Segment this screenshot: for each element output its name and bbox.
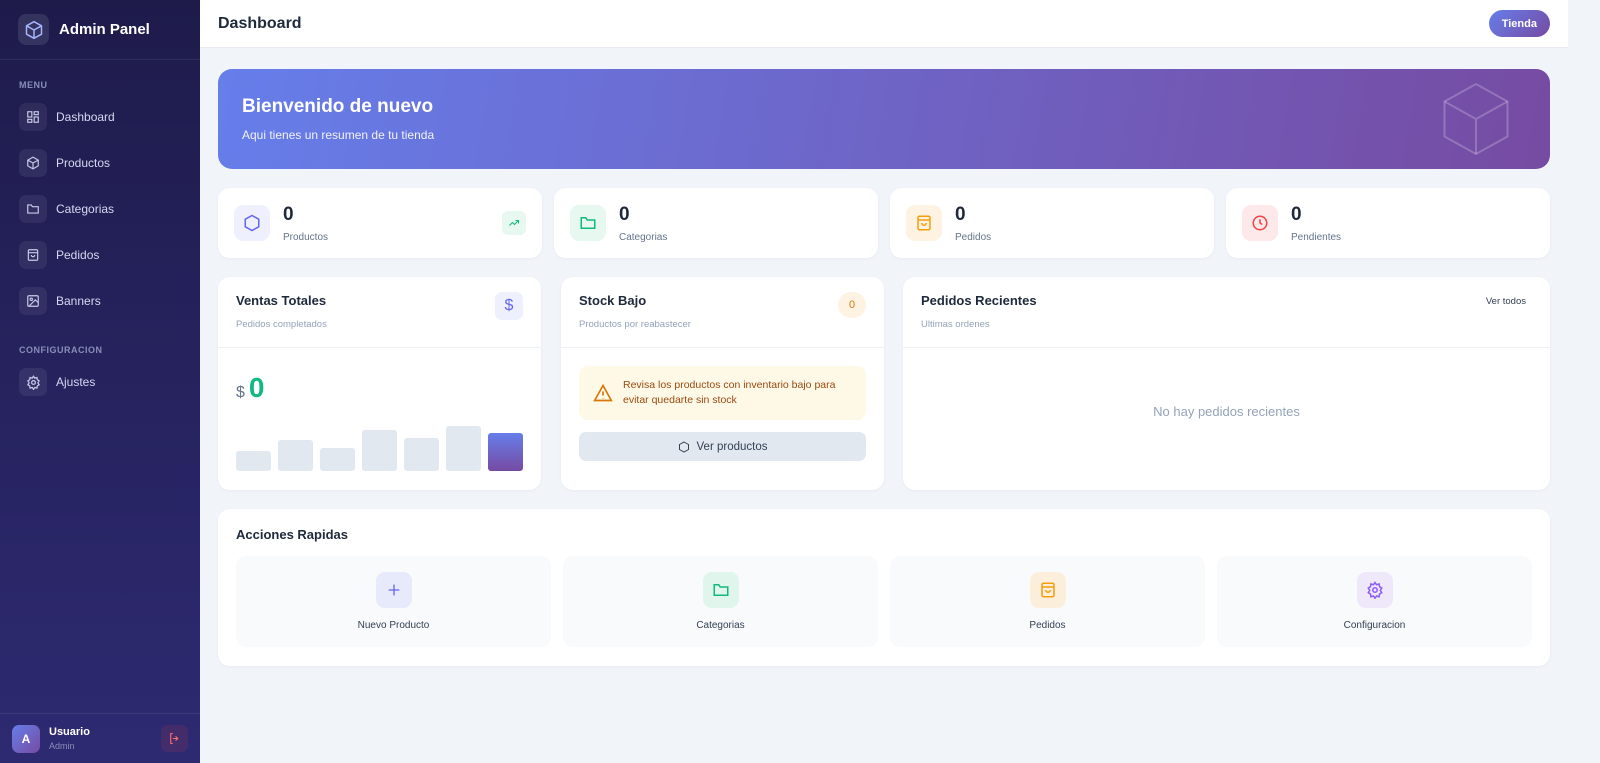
low-stock-card: Stock Bajo Productos por reabastecer 0 Re… bbox=[561, 277, 884, 490]
logout-button[interactable] bbox=[161, 725, 188, 752]
sales-bars bbox=[236, 426, 523, 471]
trending-up-icon bbox=[502, 211, 526, 235]
box-icon bbox=[19, 149, 47, 177]
menu-section-label: MENU bbox=[19, 80, 48, 90]
avatar: A bbox=[12, 724, 40, 753]
sidebar-item-banners[interactable]: Banners bbox=[0, 278, 200, 324]
quick-action-label: Categorias bbox=[696, 620, 745, 631]
clock-icon bbox=[1242, 205, 1278, 241]
quick-settings-button[interactable]: Configuracion bbox=[1217, 556, 1532, 647]
stat-label: Pedidos bbox=[955, 231, 992, 243]
config-section-label: CONFIGURACION bbox=[19, 345, 103, 355]
stock-title: Stock Bajo bbox=[579, 293, 647, 308]
sidebar-item-pedidos[interactable]: Pedidos bbox=[0, 232, 200, 278]
sidebar: Admin Panel MENU Dashboard Productos Cat… bbox=[0, 0, 200, 763]
sales-title: Ventas Totales bbox=[236, 293, 327, 308]
quick-actions-title: Acciones Rapidas bbox=[236, 527, 348, 542]
warning-text: Revisa los productos con inventario bajo… bbox=[623, 379, 836, 406]
quick-action-label: Pedidos bbox=[1029, 620, 1066, 631]
bag-icon bbox=[19, 241, 47, 269]
stat-card-pendientes: 0 Pendientes bbox=[1226, 188, 1550, 258]
stat-value: 0 bbox=[955, 203, 966, 225]
logout-icon bbox=[170, 733, 179, 744]
plus-icon bbox=[375, 572, 412, 608]
image-icon bbox=[19, 287, 47, 315]
user-profile: A Usuario Admin bbox=[0, 713, 200, 763]
currency-symbol: $ bbox=[236, 384, 245, 401]
grid-icon bbox=[19, 103, 47, 131]
sidebar-item-label: Ajustes bbox=[56, 375, 96, 389]
stat-card-pedidos: 0 Pedidos bbox=[890, 188, 1214, 258]
store-button[interactable]: Tienda bbox=[1488, 10, 1550, 37]
banner-subtitle: Aqui tienes un resumen de tu tienda bbox=[242, 128, 435, 142]
sales-bar bbox=[488, 432, 523, 471]
page-title: Dashboard bbox=[218, 14, 302, 32]
banner-title: Bienvenido de nuevo bbox=[242, 96, 434, 117]
quick-categories-button[interactable]: Categorias bbox=[563, 556, 878, 647]
stat-value: 0 bbox=[1291, 203, 1302, 225]
hexagon-icon bbox=[234, 205, 270, 241]
stat-label: Categorias bbox=[619, 231, 668, 243]
stock-subtitle: Productos por reabastecer bbox=[579, 319, 691, 330]
gear-icon bbox=[1356, 572, 1393, 608]
sales-amount: 0 bbox=[248, 372, 265, 403]
top-header: Dashboard Tienda bbox=[200, 0, 1568, 48]
sidebar-item-label: Dashboard bbox=[56, 110, 115, 124]
user-name: Usuario bbox=[49, 726, 90, 738]
bag-icon bbox=[906, 205, 942, 241]
cube-logo-icon bbox=[18, 14, 49, 45]
sales-bar bbox=[236, 451, 271, 471]
sidebar-item-ajustes[interactable]: Ajustes bbox=[0, 359, 200, 405]
welcome-banner: Bienvenido de nuevo Aqui tienes un resum… bbox=[218, 69, 1550, 169]
bag-icon bbox=[1029, 572, 1066, 608]
sidebar-item-dashboard[interactable]: Dashboard bbox=[0, 94, 200, 140]
warning-icon bbox=[593, 383, 613, 402]
sidebar-item-label: Categorias bbox=[56, 202, 115, 216]
stat-card-productos: 0 Productos bbox=[218, 188, 542, 258]
sales-bar bbox=[404, 438, 439, 471]
quick-action-label: Configuracion bbox=[1343, 620, 1406, 631]
sidebar-item-categorias[interactable]: Categorias bbox=[0, 186, 200, 232]
low-stock-warning: Revisa los productos con inventario bajo… bbox=[579, 366, 866, 420]
sales-card: Ventas Totales Pedidos completados $ $0 bbox=[218, 277, 541, 490]
sales-bar bbox=[446, 426, 481, 471]
quick-action-label: Nuevo Producto bbox=[357, 620, 430, 631]
gear-icon bbox=[19, 368, 47, 396]
stat-value: 0 bbox=[283, 203, 294, 225]
quick-orders-button[interactable]: Pedidos bbox=[890, 556, 1205, 647]
orders-title: Pedidos Recientes bbox=[921, 293, 1037, 308]
cube-decoration-icon bbox=[1443, 82, 1509, 156]
quick-actions-card: Acciones Rapidas Nuevo Producto Categori… bbox=[218, 509, 1550, 666]
scrollbar-track[interactable] bbox=[1568, 0, 1600, 763]
folder-icon bbox=[702, 572, 739, 608]
stat-label: Productos bbox=[283, 231, 329, 243]
app-title: Admin Panel bbox=[59, 21, 150, 38]
folder-icon bbox=[19, 195, 47, 223]
sales-bar bbox=[320, 447, 355, 471]
empty-orders-message: No hay pedidos recientes bbox=[1153, 404, 1300, 419]
stat-label: Pendientes bbox=[1291, 231, 1342, 243]
sidebar-item-label: Productos bbox=[56, 156, 111, 170]
sales-bar bbox=[278, 440, 313, 471]
sales-bar bbox=[362, 430, 397, 471]
low-stock-count-badge: 0 bbox=[838, 292, 866, 318]
recent-orders-card: Pedidos Recientes Ultimas ordenes Ver tod… bbox=[903, 277, 1550, 490]
view-products-button[interactable]: Ver productos bbox=[579, 432, 866, 461]
stat-value: 0 bbox=[619, 203, 630, 225]
user-role: Admin bbox=[49, 741, 75, 751]
sidebar-item-productos[interactable]: Productos bbox=[0, 140, 200, 186]
sales-subtitle: Pedidos completados bbox=[236, 319, 327, 330]
stat-card-categorias: 0 Categorias bbox=[554, 188, 878, 258]
hexagon-icon bbox=[678, 440, 689, 453]
view-all-link[interactable]: Ver todos bbox=[1485, 296, 1526, 307]
folder-icon bbox=[570, 205, 606, 241]
dollar-icon: $ bbox=[495, 292, 523, 320]
sidebar-item-label: Banners bbox=[56, 294, 101, 308]
view-products-label: Ver productos bbox=[696, 440, 768, 453]
sidebar-item-label: Pedidos bbox=[56, 248, 100, 262]
orders-subtitle: Ultimas ordenes bbox=[921, 319, 990, 330]
brand: Admin Panel bbox=[0, 0, 200, 60]
quick-new-product-button[interactable]: Nuevo Producto bbox=[236, 556, 551, 647]
